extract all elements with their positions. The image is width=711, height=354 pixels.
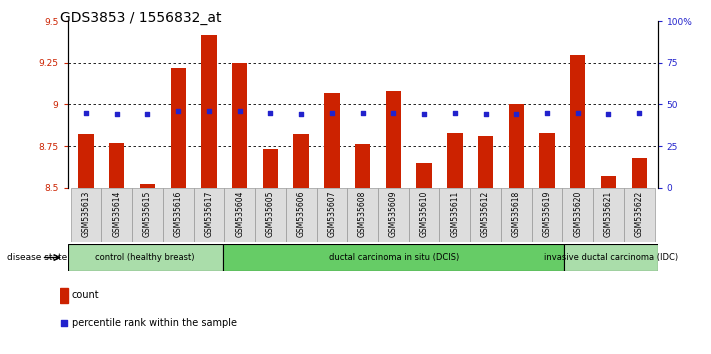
Bar — [501, 188, 532, 242]
Bar — [263, 149, 278, 188]
Bar — [540, 133, 555, 188]
Bar — [409, 188, 439, 242]
Point — [326, 110, 338, 116]
Bar — [255, 188, 286, 242]
Bar — [439, 188, 470, 242]
Point — [387, 110, 399, 116]
Text: GSM535610: GSM535610 — [419, 190, 429, 237]
Bar — [570, 55, 585, 188]
Text: disease state: disease state — [7, 253, 68, 262]
Bar — [385, 91, 401, 188]
Text: GSM535608: GSM535608 — [358, 190, 367, 237]
Bar — [223, 244, 565, 271]
Text: GSM535613: GSM535613 — [82, 190, 90, 237]
Text: GSM535621: GSM535621 — [604, 190, 613, 236]
Point — [634, 110, 645, 116]
Text: GSM535606: GSM535606 — [296, 190, 306, 237]
Text: GSM535615: GSM535615 — [143, 190, 152, 237]
Bar — [286, 188, 316, 242]
Bar — [565, 244, 658, 271]
Bar — [68, 244, 223, 271]
Bar — [163, 188, 193, 242]
Bar — [109, 143, 124, 188]
Bar — [324, 93, 340, 188]
Point — [572, 110, 584, 116]
Point — [141, 112, 153, 117]
Point — [80, 110, 92, 116]
Text: ductal carcinoma in situ (DCIS): ductal carcinoma in situ (DCIS) — [328, 253, 459, 262]
Bar — [132, 188, 163, 242]
Text: GSM535604: GSM535604 — [235, 190, 244, 237]
Bar — [201, 35, 217, 188]
Point — [480, 112, 491, 117]
Bar — [193, 188, 224, 242]
Point — [296, 112, 307, 117]
Text: control (healthy breast): control (healthy breast) — [95, 253, 195, 262]
Text: GSM535614: GSM535614 — [112, 190, 121, 237]
Bar — [447, 133, 462, 188]
Bar — [478, 136, 493, 188]
Bar — [70, 188, 102, 242]
Bar — [562, 188, 593, 242]
Text: percentile rank within the sample: percentile rank within the sample — [72, 318, 237, 328]
Text: invasive ductal carcinoma (IDC): invasive ductal carcinoma (IDC) — [544, 253, 678, 262]
Point — [203, 108, 215, 114]
Bar — [508, 104, 524, 188]
Text: GSM535619: GSM535619 — [542, 190, 552, 237]
Bar — [355, 144, 370, 188]
Text: GSM535622: GSM535622 — [635, 190, 643, 236]
Point — [234, 108, 245, 114]
Point — [510, 112, 522, 117]
Text: count: count — [72, 290, 100, 300]
Bar — [631, 158, 647, 188]
Bar — [102, 188, 132, 242]
Bar — [378, 188, 409, 242]
Point — [449, 110, 461, 116]
Point — [357, 110, 368, 116]
Text: GSM535611: GSM535611 — [450, 190, 459, 236]
Bar — [532, 188, 562, 242]
Bar — [60, 288, 68, 303]
Bar — [140, 184, 155, 188]
Bar — [316, 188, 347, 242]
Point — [418, 112, 429, 117]
Text: GSM535618: GSM535618 — [512, 190, 520, 236]
Text: GDS3853 / 1556832_at: GDS3853 / 1556832_at — [60, 11, 222, 25]
Text: GSM535605: GSM535605 — [266, 190, 275, 237]
Bar — [601, 176, 616, 188]
Text: GSM535607: GSM535607 — [327, 190, 336, 237]
Point — [111, 112, 122, 117]
Point — [541, 110, 552, 116]
Text: GSM535617: GSM535617 — [205, 190, 213, 237]
Point — [603, 112, 614, 117]
Point — [264, 110, 276, 116]
Point — [58, 320, 70, 326]
Text: GSM535609: GSM535609 — [389, 190, 398, 237]
Bar — [232, 63, 247, 188]
Bar — [171, 68, 186, 188]
Bar — [417, 162, 432, 188]
Bar — [224, 188, 255, 242]
Bar — [593, 188, 624, 242]
Bar — [294, 135, 309, 188]
Point — [173, 108, 184, 114]
Text: GSM535616: GSM535616 — [173, 190, 183, 237]
Bar — [624, 188, 655, 242]
Bar — [78, 135, 94, 188]
Text: GSM535612: GSM535612 — [481, 190, 490, 236]
Bar — [347, 188, 378, 242]
Bar — [470, 188, 501, 242]
Text: GSM535620: GSM535620 — [573, 190, 582, 237]
